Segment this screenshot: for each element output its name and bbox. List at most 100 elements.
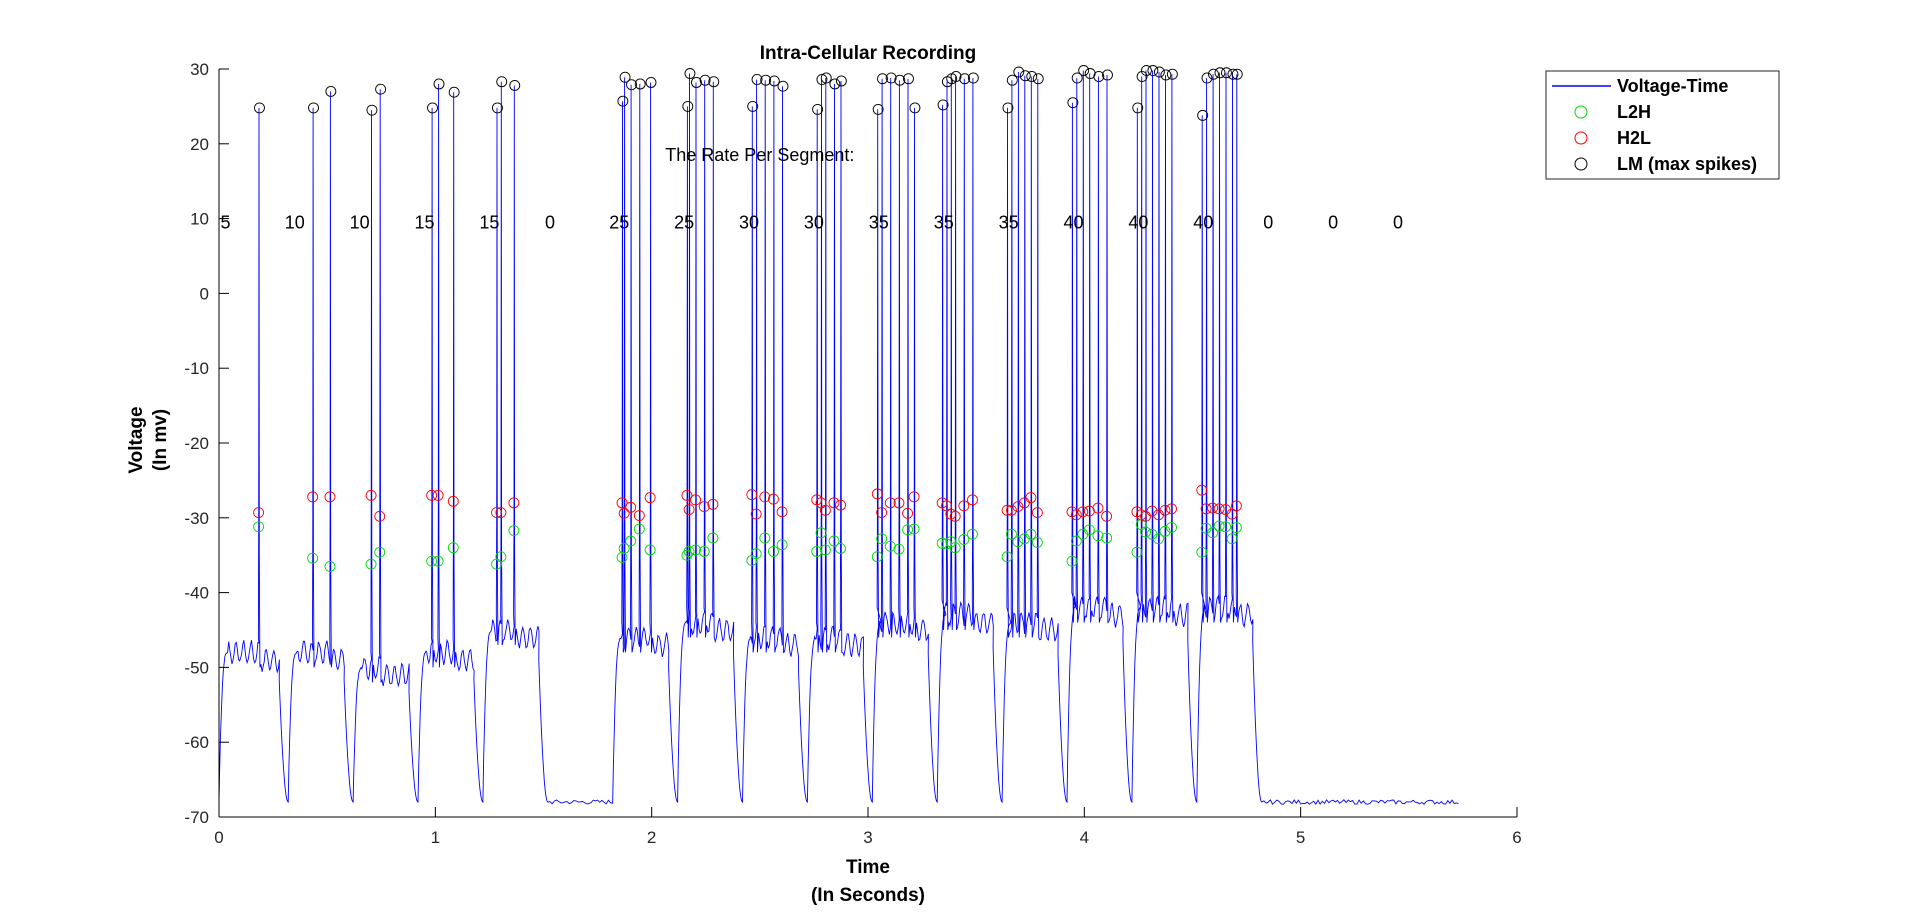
lm-max-spike-marker bbox=[617, 95, 629, 107]
lm-max-spike-marker bbox=[1140, 65, 1152, 76]
rate-value-label: 10 bbox=[285, 212, 305, 232]
lm-max-spike-marker bbox=[1147, 65, 1159, 76]
lm-max-spike-marker bbox=[308, 102, 319, 114]
legend-entry-label: LM (max spikes) bbox=[1617, 154, 1757, 174]
lm-max-spike-marker bbox=[690, 77, 702, 88]
lm-max-spike-marker bbox=[366, 104, 378, 116]
l2h-marker bbox=[1001, 551, 1013, 563]
h2l-marker bbox=[768, 493, 779, 505]
l2h-marker bbox=[698, 546, 710, 557]
lm-max-spike-marker bbox=[325, 85, 337, 97]
rate-value-label: 35 bbox=[934, 212, 954, 232]
l2h-marker bbox=[828, 535, 840, 547]
h2l-marker bbox=[908, 491, 920, 503]
legend-entry-label: L2H bbox=[1617, 102, 1651, 122]
l2h-marker bbox=[759, 532, 771, 544]
l2h-marker bbox=[936, 537, 948, 549]
l2h-marker bbox=[683, 546, 695, 557]
h2l-marker bbox=[958, 500, 970, 512]
y-axis-label: Voltage bbox=[126, 406, 147, 473]
l2h-marker bbox=[690, 544, 702, 556]
h2l-marker bbox=[1092, 502, 1104, 514]
h2l-marker bbox=[750, 508, 762, 520]
l2h-marker bbox=[324, 560, 336, 572]
lm-max-spike-marker bbox=[894, 74, 906, 86]
l2h-marker bbox=[1092, 530, 1104, 542]
lm-max-spike-marker bbox=[684, 68, 696, 79]
lm-max-spike-marker bbox=[375, 83, 387, 95]
y-tick-label: -60 bbox=[184, 733, 209, 752]
lm-max-spike-marker bbox=[1227, 68, 1239, 80]
lm-max-spike-marker bbox=[1136, 71, 1148, 82]
l2h-marker bbox=[365, 558, 377, 570]
l2h-marker bbox=[967, 528, 978, 540]
h2l-marker bbox=[698, 501, 710, 513]
l2h-marker bbox=[1140, 526, 1152, 538]
h2l-marker bbox=[625, 501, 637, 513]
lm-max-spike-marker bbox=[885, 72, 897, 84]
h2l-marker bbox=[707, 498, 719, 510]
h2l-marker bbox=[1213, 503, 1225, 515]
l2h-marker bbox=[1070, 535, 1082, 547]
h2l-marker bbox=[374, 510, 386, 522]
lm-max-spike-marker bbox=[682, 100, 694, 112]
lm-max-spike-marker bbox=[1026, 71, 1038, 82]
rate-value-label: 35 bbox=[869, 212, 889, 232]
lm-max-spike-marker bbox=[1231, 68, 1243, 80]
h2l-marker bbox=[828, 497, 840, 509]
h2l-marker bbox=[1025, 492, 1037, 504]
lm-max-spike-marker bbox=[760, 74, 772, 86]
h2l-marker bbox=[1166, 503, 1177, 515]
lm-max-spike-marker bbox=[1102, 69, 1113, 81]
l2h-marker bbox=[633, 523, 645, 535]
lm-max-spike-marker bbox=[1006, 74, 1018, 86]
lm-max-spike-marker bbox=[1197, 109, 1209, 121]
l2h-marker bbox=[707, 532, 719, 544]
l2h-marker bbox=[893, 543, 905, 555]
lm-max-spike-marker bbox=[1132, 102, 1144, 114]
lm-max-spike-marker bbox=[1067, 97, 1079, 109]
rate-value-label: 25 bbox=[609, 212, 629, 232]
rate-value-label: 25 bbox=[674, 212, 694, 232]
rate-value-label: 0 bbox=[1328, 212, 1338, 232]
lm-max-spike-marker bbox=[909, 102, 921, 114]
lm-max-spike-marker bbox=[777, 80, 789, 92]
l2h-marker bbox=[1025, 528, 1037, 540]
lm-max-spike-marker bbox=[491, 102, 503, 114]
rate-value-label: 0 bbox=[1393, 212, 1403, 232]
lm-max-spike-marker bbox=[903, 73, 914, 85]
x-tick-label: 4 bbox=[1080, 828, 1089, 847]
axes: 0 1 2 3 4 5 6 -70 -60 -50 -40 -30 -20 -10 0 10 20 30 bbox=[184, 60, 1521, 847]
lm-max-spike-marker bbox=[1002, 102, 1014, 114]
lm-max-spike-marker bbox=[747, 100, 759, 112]
l2h-marker bbox=[426, 555, 438, 567]
lm-max-spike-marker bbox=[427, 102, 438, 114]
lm-max-spike-marker bbox=[820, 72, 832, 84]
lm-max-spike-marker bbox=[1153, 66, 1165, 78]
lm-max-spike-marker bbox=[950, 71, 962, 82]
l2h-marker bbox=[1226, 533, 1238, 545]
lm-max-spike-marker bbox=[829, 78, 841, 90]
l2h-marker bbox=[876, 533, 888, 545]
l2h-marker bbox=[1153, 533, 1164, 545]
l2h-marker bbox=[958, 534, 970, 545]
l2h-marker bbox=[432, 555, 444, 567]
y-tick-label: 20 bbox=[190, 135, 209, 154]
l2h-marker bbox=[1159, 525, 1171, 537]
h2l-marker bbox=[1005, 504, 1017, 516]
h2l-marker bbox=[835, 499, 846, 511]
h2l-marker bbox=[447, 495, 459, 507]
lm-max-spike-marker bbox=[699, 74, 711, 86]
h2l-marker bbox=[746, 489, 758, 501]
rate-value-label: 0 bbox=[545, 212, 555, 232]
l2h-marker bbox=[819, 544, 831, 556]
y-tick-label: -20 bbox=[184, 434, 209, 453]
rate-value-label: 30 bbox=[804, 212, 824, 232]
lm-max-spike-marker bbox=[626, 79, 637, 91]
l2h-marker bbox=[1166, 522, 1177, 533]
x-tick-label: 5 bbox=[1296, 828, 1305, 847]
h2l-marker bbox=[324, 491, 336, 503]
l2h-marker bbox=[945, 536, 957, 548]
lm-max-spike-marker bbox=[1013, 66, 1025, 78]
legend-circle-swatch bbox=[1574, 157, 1588, 171]
